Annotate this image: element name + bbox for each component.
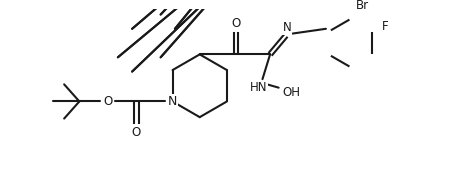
Text: HN: HN	[250, 81, 267, 94]
Text: N: N	[282, 21, 291, 34]
Text: Br: Br	[356, 0, 370, 12]
Text: O: O	[132, 126, 141, 139]
Text: O: O	[231, 17, 240, 30]
Text: N: N	[168, 95, 177, 108]
Text: F: F	[382, 20, 389, 33]
Text: O: O	[103, 95, 112, 108]
Text: OH: OH	[282, 86, 300, 99]
